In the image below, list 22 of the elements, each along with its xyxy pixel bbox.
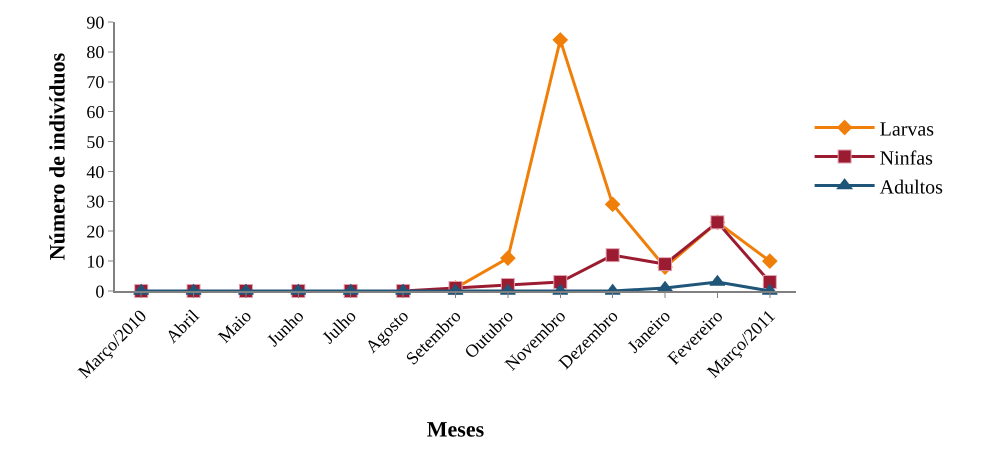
x-tick-label: Maio	[214, 306, 256, 347]
x-axis-title: Meses	[426, 416, 485, 442]
y-tick-label: 0	[95, 281, 104, 302]
y-tick-label: 20	[86, 222, 104, 242]
point	[658, 257, 672, 272]
point	[605, 196, 620, 212]
y-tick-label: 10	[86, 251, 104, 272]
legend-label: Larvas	[880, 118, 934, 140]
y-tick-label: 80	[86, 42, 104, 62]
y-axis-title: Número de indivíduos	[44, 52, 70, 260]
y-tick-label: 90	[86, 12, 104, 32]
point	[606, 248, 620, 262]
point	[552, 32, 568, 48]
legend-label: Adultos	[880, 176, 944, 198]
y-tick-label: 60	[86, 102, 104, 122]
y-tick-label: 50	[86, 132, 104, 152]
point	[500, 250, 516, 266]
legend-label: Ninfas	[880, 147, 934, 170]
y-tick-label: 30	[86, 192, 104, 212]
point	[762, 253, 778, 269]
y-tick-label: 70	[86, 72, 104, 92]
y-tick-label: 40	[86, 162, 104, 182]
